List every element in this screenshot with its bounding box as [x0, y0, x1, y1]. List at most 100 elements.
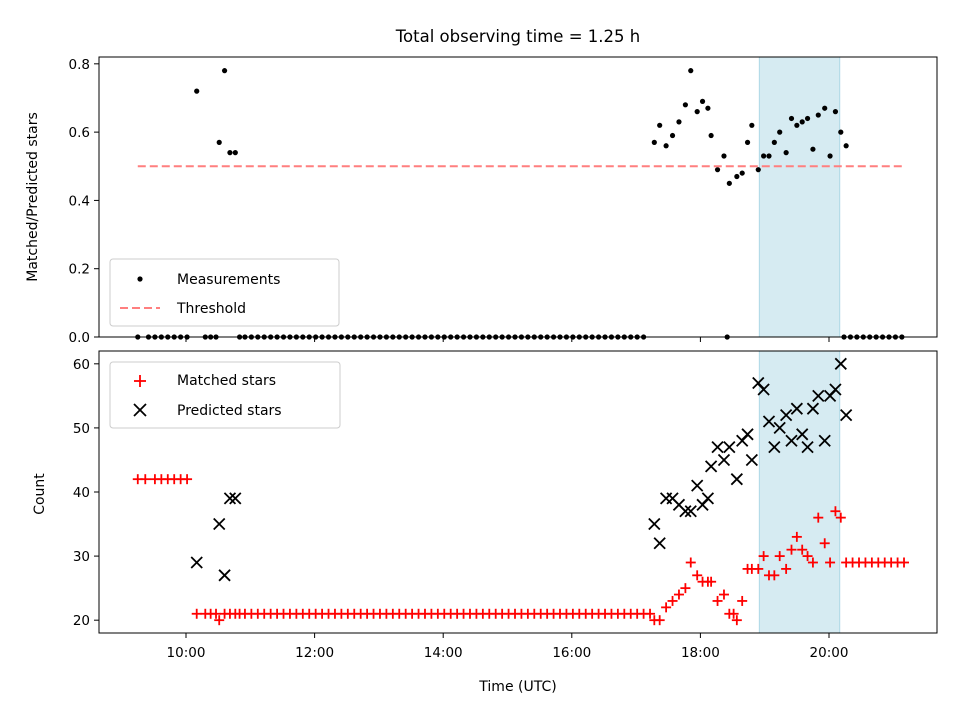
measurements-point — [788, 115, 795, 122]
predicted-stars-point — [790, 402, 803, 415]
measurements-point — [804, 115, 811, 122]
predicted-stars-point — [691, 479, 704, 492]
predicted-stars-point — [704, 460, 718, 473]
matched-stars-point — [712, 595, 723, 606]
matched-stars-point — [645, 608, 656, 619]
predicted-stars-point — [684, 505, 697, 518]
bottom-marks — [132, 357, 910, 626]
measurements-point — [663, 143, 669, 149]
predicted-stars-point — [229, 492, 242, 505]
matched-stars-point — [692, 570, 703, 581]
x-axis-label: Time (UTC) — [478, 679, 556, 695]
predicted-stars-point — [812, 389, 825, 403]
predicted-stars-point — [701, 492, 715, 505]
matched-stars-point — [819, 538, 830, 549]
predicted-stars-point — [785, 434, 798, 447]
predicted-stars-point — [213, 517, 226, 531]
matched-stars-point — [813, 512, 824, 523]
measurements-point — [651, 139, 657, 145]
bottom-legend: Matched stars Predicted stars — [109, 361, 341, 429]
bottom-y-tick-label: 30 — [73, 549, 90, 565]
measurements-point — [699, 98, 706, 104]
measurements-point — [815, 112, 821, 118]
measurements-point — [694, 109, 700, 115]
matched-stars-point — [706, 576, 717, 587]
measurements-point — [676, 119, 682, 125]
matched-stars-point — [797, 544, 808, 555]
measurements-point — [705, 105, 711, 111]
predicted-stars-point — [741, 428, 754, 441]
measurements-point — [714, 167, 721, 173]
bottom-panel: 20 30 40 50 60 10:00 12:00 14:00 16:00 18:00 20:00… — [32, 350, 938, 695]
predicted-stars-point — [796, 428, 809, 441]
bottom-legend-box — [109, 361, 341, 429]
x-tick-label: 14:00 — [424, 645, 463, 661]
measurements-point — [794, 122, 800, 128]
measurements-point — [749, 122, 755, 128]
matched-stars-point — [211, 608, 222, 619]
matched-stars-point — [830, 506, 841, 517]
matched-stars-point — [667, 595, 678, 606]
predicted-stars-point — [829, 383, 842, 396]
top-y-tick-label: 0.2 — [69, 262, 90, 278]
predicted-stars-point — [818, 434, 831, 447]
matched-stars-point — [786, 544, 797, 555]
top-y-tick-label: 0.8 — [69, 57, 90, 73]
x-tick-label: 20:00 — [810, 645, 849, 661]
predicted-stars-point — [757, 383, 770, 396]
top-y-tick-label: 0.6 — [69, 125, 90, 141]
legend-matched-marker — [134, 375, 146, 387]
measurements-point — [761, 153, 767, 159]
legend-measurements-label: Measurements — [177, 272, 280, 288]
measurements-point — [843, 143, 849, 149]
x-tick-label: 12:00 — [295, 645, 334, 661]
predicted-stars-point — [648, 517, 661, 531]
predicted-stars-point — [840, 408, 853, 422]
predicted-stars-point — [679, 505, 692, 518]
measurements-point — [766, 153, 772, 159]
measurements-point — [657, 122, 663, 128]
matched-stars-point — [718, 589, 729, 600]
x-tick-label: 10:00 — [167, 645, 206, 661]
predicted-stars-point — [834, 357, 847, 370]
legend-threshold-label: Threshold — [176, 301, 246, 317]
matched-stars-point — [140, 474, 151, 485]
matched-stars-point — [685, 557, 696, 568]
measurements-point — [799, 119, 805, 125]
x-tick-label: 16:00 — [552, 645, 591, 661]
measurements-point — [688, 68, 694, 74]
predicted-stars-point — [711, 440, 724, 454]
measurements-point — [721, 153, 727, 159]
measurements-point — [232, 150, 238, 156]
matched-stars-point — [182, 474, 193, 485]
predicted-stars-point — [773, 421, 786, 435]
matched-stars-point — [769, 570, 780, 581]
measurements-point — [832, 109, 839, 115]
matched-stars-point — [781, 563, 792, 574]
matched-stars-point — [899, 557, 910, 568]
matched-stars-point — [737, 595, 748, 606]
measurements-point — [744, 139, 751, 145]
measurements-point — [777, 129, 783, 135]
predicted-stars-point — [653, 537, 666, 550]
bottom-y-tick-label: 20 — [73, 613, 90, 629]
measurements-point — [771, 139, 777, 145]
matched-stars-point — [802, 551, 813, 562]
matched-stars-point — [661, 602, 672, 613]
matched-stars-point — [835, 512, 846, 523]
measurements-point — [739, 170, 745, 176]
bottom-y-axis-label: Count — [32, 473, 48, 515]
bottom-y-tick-label: 40 — [73, 485, 90, 501]
matched-stars-point — [728, 608, 739, 619]
predicted-stars-point — [762, 415, 776, 428]
top-y-tick-label: 0.0 — [69, 330, 90, 346]
measurements-point — [708, 132, 714, 139]
matched-stars-point — [214, 615, 225, 626]
bottom-plot-frame — [98, 350, 938, 634]
predicted-stars-point — [730, 473, 743, 486]
matched-stars-point — [731, 615, 742, 626]
matched-stars-point — [807, 557, 818, 568]
matched-stars-point — [191, 608, 202, 619]
matched-stars-point — [673, 589, 684, 600]
